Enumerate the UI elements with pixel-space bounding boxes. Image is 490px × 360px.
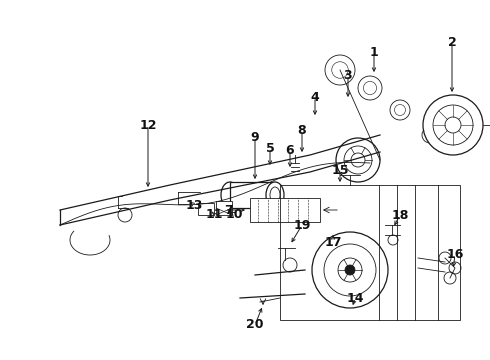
Bar [230,182,275,208]
Text: 3: 3 [343,68,352,81]
Text: 9: 9 [251,131,259,144]
Text: 8: 8 [298,123,306,136]
Ellipse shape [221,182,239,208]
Text: 14: 14 [346,292,364,305]
Text: 4: 4 [311,90,319,104]
Text: 5: 5 [266,141,274,154]
Text: 7: 7 [223,203,232,216]
Text: 11: 11 [205,207,223,220]
Text: 1: 1 [369,45,378,59]
Circle shape [336,138,380,182]
Circle shape [422,127,438,143]
Text: 2: 2 [448,36,456,49]
Circle shape [423,95,483,155]
Circle shape [358,76,382,100]
Text: 20: 20 [246,319,264,332]
Text: 10: 10 [225,207,243,220]
Text: 18: 18 [392,208,409,221]
Circle shape [312,232,388,308]
Circle shape [390,100,410,120]
Text: 16: 16 [446,248,464,261]
Text: 13: 13 [185,198,203,212]
Text: 6: 6 [286,144,294,157]
Circle shape [325,55,355,85]
Bar [280,185,460,320]
Circle shape [345,265,355,275]
Text: 19: 19 [294,219,311,231]
Bar [198,203,214,215]
Text: 17: 17 [324,235,342,248]
Ellipse shape [266,182,284,208]
Text: 12: 12 [139,118,157,131]
Bar [250,198,320,222]
Bar [216,201,232,215]
Text: 15: 15 [331,163,349,176]
